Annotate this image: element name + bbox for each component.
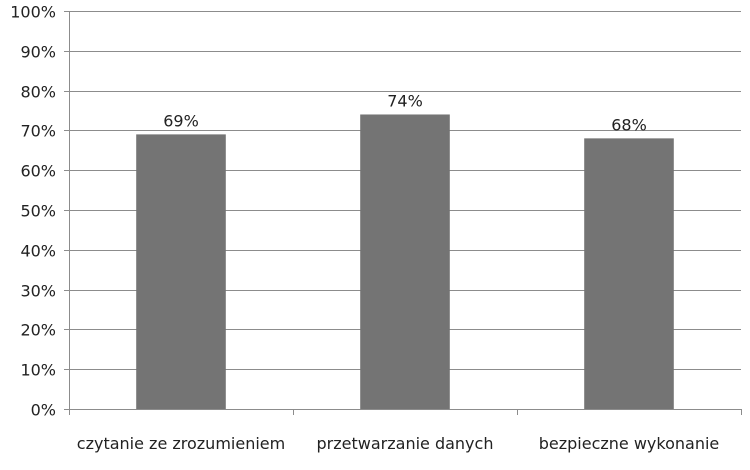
data-label: 68% bbox=[611, 115, 647, 134]
y-tick-label: 80% bbox=[20, 83, 56, 102]
x-axis-category-labels: czytanie ze zrozumieniem przetwarzanie da… bbox=[77, 434, 719, 453]
y-tick-label: 70% bbox=[20, 122, 56, 141]
x-category-label: czytanie ze zrozumieniem bbox=[77, 434, 285, 453]
y-tick-label: 40% bbox=[20, 242, 56, 261]
y-tick-label: 30% bbox=[20, 282, 56, 301]
y-tick-label: 90% bbox=[20, 43, 56, 62]
y-tick-label: 50% bbox=[20, 202, 56, 221]
bars bbox=[136, 114, 674, 410]
y-tick-label: 100% bbox=[10, 3, 56, 22]
y-tick-label: 0% bbox=[31, 401, 56, 420]
x-category-label: przetwarzanie danych bbox=[317, 434, 494, 453]
x-category-label: bezpieczne wykonanie bbox=[539, 434, 720, 453]
y-tick-label: 60% bbox=[20, 162, 56, 181]
bar bbox=[584, 138, 674, 410]
y-tick-label: 10% bbox=[20, 361, 56, 380]
y-axis-tick-labels: 0% 10% 20% 30% 40% 50% 60% 70% 80% 90% 100% bbox=[10, 3, 56, 420]
data-labels: 69% 74% 68% bbox=[163, 91, 647, 134]
bar bbox=[360, 114, 450, 409]
bar bbox=[136, 134, 226, 409]
axes bbox=[64, 11, 742, 415]
data-label: 74% bbox=[387, 91, 423, 110]
data-label: 69% bbox=[163, 111, 199, 130]
y-tick-label: 20% bbox=[20, 321, 56, 340]
